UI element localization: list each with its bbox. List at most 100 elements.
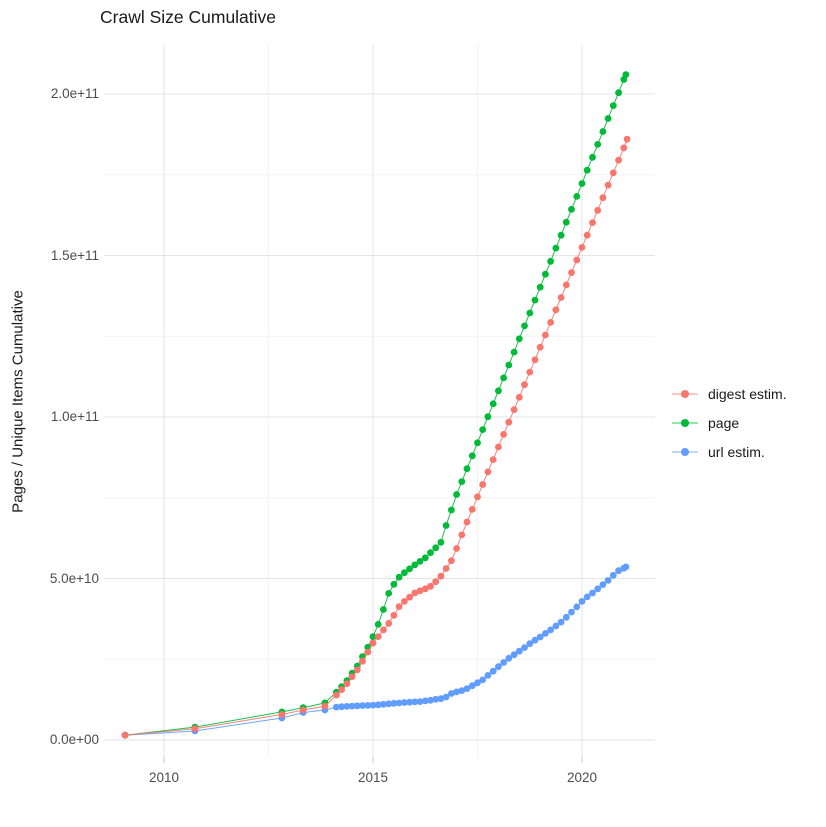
legend-label-digest: digest estim. — [708, 385, 787, 402]
data-point — [510, 651, 518, 659]
data-point — [489, 667, 497, 675]
data-point — [468, 682, 476, 690]
data-point — [338, 686, 345, 693]
data-point — [463, 518, 471, 526]
data-point — [479, 426, 487, 433]
data-point — [599, 128, 607, 135]
legend-key-page-icon — [672, 418, 698, 427]
data-point — [369, 701, 377, 709]
data-point — [526, 640, 534, 648]
data-point — [622, 563, 630, 571]
data-point — [536, 283, 544, 291]
data-point — [385, 700, 393, 708]
data-point — [589, 589, 596, 597]
data-point — [609, 571, 617, 579]
series-line — [125, 139, 628, 736]
x-tick-label: 2020 — [566, 770, 598, 785]
data-point — [489, 456, 497, 463]
data-point — [453, 545, 460, 552]
data-point — [557, 294, 565, 301]
data-point — [364, 648, 372, 656]
legend: digest estim. page url estim. — [670, 379, 787, 466]
data-point — [299, 706, 307, 714]
data-point — [374, 701, 382, 709]
data-point — [421, 554, 429, 562]
y-tick-label: 2.0e+11 — [50, 86, 99, 101]
data-point — [442, 522, 450, 529]
data-point — [458, 687, 466, 694]
data-point — [395, 603, 403, 610]
data-point — [406, 593, 413, 601]
legend-key-url-icon — [672, 447, 698, 456]
data-point — [458, 478, 466, 485]
data-point — [380, 700, 387, 708]
data-point — [599, 194, 607, 202]
legend-key-digest-icon — [672, 389, 698, 398]
data-point — [411, 698, 419, 706]
data-point — [437, 538, 445, 546]
data-point — [437, 572, 445, 580]
data-point — [542, 630, 549, 637]
data-point — [615, 89, 622, 97]
data-point — [589, 153, 596, 161]
data-point — [510, 348, 518, 356]
data-point — [448, 557, 455, 565]
data-point — [390, 611, 398, 619]
x-tick-label: 2015 — [357, 770, 389, 785]
data-point — [448, 690, 455, 697]
data-point — [442, 693, 450, 701]
data-point — [353, 666, 361, 674]
data-point — [353, 702, 361, 710]
data-point — [615, 567, 622, 575]
data-point — [416, 587, 424, 595]
data-point — [547, 257, 554, 265]
data-point — [521, 322, 528, 330]
data-point — [568, 205, 575, 213]
data-point — [531, 356, 539, 364]
data-point — [515, 393, 523, 401]
data-point — [385, 590, 393, 597]
chart-title: Crawl Size Cumulative — [100, 7, 277, 27]
data-point — [385, 620, 393, 627]
data-point — [369, 633, 377, 640]
data-point — [453, 688, 460, 696]
data-point — [416, 558, 424, 565]
data-point — [484, 468, 492, 476]
data-point — [474, 439, 481, 447]
data-point — [380, 626, 387, 634]
data-point — [599, 581, 607, 588]
data-point — [463, 465, 471, 473]
data-point — [468, 452, 476, 460]
data-point — [495, 387, 502, 395]
data-point — [468, 506, 476, 513]
data-point — [562, 218, 570, 226]
data-point — [442, 565, 450, 572]
data-point — [505, 654, 513, 662]
x-tick-label: 2010 — [148, 770, 180, 785]
data-point — [583, 593, 591, 601]
data-point — [562, 281, 570, 289]
data-point — [411, 589, 419, 597]
y-axis-title: Pages / Unique Items Cumulative — [9, 290, 27, 513]
data-point — [458, 531, 466, 539]
data-point — [421, 697, 429, 705]
data-point — [401, 699, 408, 706]
data-point — [474, 493, 481, 501]
data-point — [573, 603, 581, 611]
data-point — [521, 381, 528, 389]
data-point — [401, 598, 408, 605]
data-point — [604, 115, 612, 122]
data-point — [364, 702, 372, 709]
data-point — [526, 309, 534, 317]
data-point — [359, 702, 366, 709]
data-point — [495, 443, 502, 451]
data-point — [374, 633, 382, 640]
data-point — [562, 613, 570, 621]
data-point — [578, 598, 586, 605]
data-point — [526, 368, 534, 376]
data-point — [432, 695, 440, 703]
data-point — [515, 647, 523, 655]
data-point — [484, 672, 492, 679]
data-point — [594, 141, 602, 148]
data-point — [333, 703, 340, 711]
